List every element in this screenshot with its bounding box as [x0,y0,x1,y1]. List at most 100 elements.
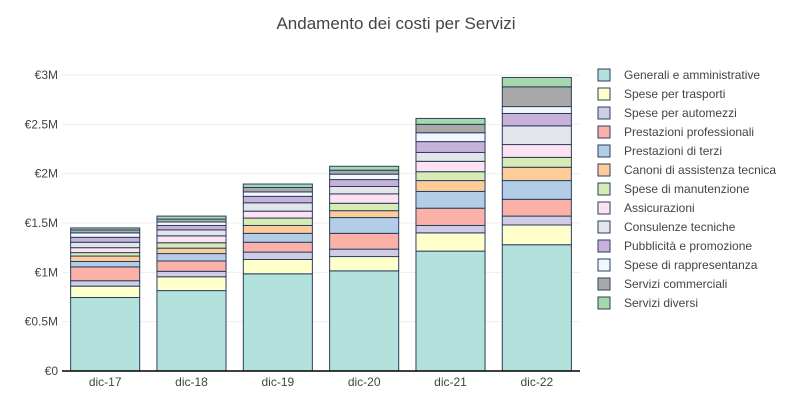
axes: €0 €0.5M €1M €1.5M €2M €2.5M €3M dic-17 dic-18 di… [25,68,580,389]
legend-item[interactable]: Spese di rappresentanza [597,258,758,272]
bar-segment [329,185,400,195]
y-tick-label: €0 [45,364,59,378]
bar-segment [501,76,572,88]
bar-segment [415,190,486,209]
legend-item[interactable]: Prestazioni professionali [597,125,754,139]
bar-segment [242,217,313,226]
bar-segment [156,276,227,292]
legend-label: Spese di rappresentanza [624,258,758,272]
legend-label: Pubblicità e promozione [624,239,752,253]
legend-item[interactable]: Spese per trasporti [597,87,725,101]
bar-segment [242,191,313,197]
bar-segment [242,186,313,193]
bar-segment [156,290,227,372]
bar-segment [329,270,400,372]
bar-segment [329,165,400,171]
bar-segment [70,280,141,287]
bar-segment [329,173,400,181]
bar-segment [501,86,572,108]
legend-item[interactable]: Consulenze tecniche [597,220,736,234]
bar-segment [70,252,141,257]
bar-segment [156,215,227,220]
legend-swatch [597,87,611,101]
y-tick-label: €1M [35,265,58,279]
bar-segment [242,195,313,204]
legend-item[interactable]: Spese di manutenzione [597,182,750,196]
bar-segment [156,247,227,255]
bar-segment [329,210,400,219]
bar-segment [70,255,141,262]
bar-segment [415,232,486,252]
legend-swatch [597,220,611,234]
bar-segment [415,160,486,173]
legend[interactable]: Generali e amministrative Spese per trasp… [597,68,776,310]
bar-segment [501,224,572,246]
bar-segment [501,215,572,226]
bar-segment [329,217,400,234]
bar-segment [70,227,141,231]
gridlines [62,74,580,323]
bar-segment [156,260,227,272]
legend-swatch [597,125,611,139]
y-tick-label: €2.5M [25,117,58,131]
legend-item[interactable]: Prestazioni di terzi [597,144,722,158]
bar-segment [242,210,313,219]
bar-segment [415,151,486,162]
legend-swatch [597,182,611,196]
bar-segment [415,207,486,226]
bar-segment [415,117,486,125]
bar-segment [415,141,486,153]
bar-segment [415,250,486,372]
bar-segment [501,112,572,127]
x-tick-label: dic-19 [261,375,294,389]
bar-segment [70,236,141,243]
legend-swatch [597,106,611,120]
bar-segment [156,224,227,231]
bar-segment [329,202,400,212]
bar-segment [242,202,313,212]
bar-segment [329,169,400,175]
bar-segment [501,198,572,217]
legend-swatch [597,163,611,177]
bar-segment [242,224,313,234]
legend-item[interactable]: Servizi diversi [597,296,698,310]
bar-segment [156,253,227,262]
legend-label: Canoni di assistenza tecnica [624,163,776,177]
legend-item[interactable]: Servizi commerciali [597,277,727,291]
bar-segment [415,171,486,182]
bars [70,76,572,372]
bar-segment [501,144,572,158]
bar-segment [156,242,227,249]
legend-label: Generali e amministrative [624,68,760,82]
bar-segment [156,221,227,226]
legend-label: Servizi commerciali [624,277,727,291]
legend-item[interactable]: Pubblicità e promozione [597,239,752,253]
bar-segment [501,125,572,146]
bar-segment [156,235,227,244]
bar-segment [415,180,486,192]
legend-label: Prestazioni professionali [624,125,754,139]
bar-segment [242,183,313,188]
legend-item[interactable]: Generali e amministrative [597,68,760,82]
x-tick-label: dic-22 [520,375,553,389]
legend-item[interactable]: Canoni di assistenza tecnica [597,163,776,177]
legend-swatch [597,239,611,253]
bar-segment [242,273,313,372]
bar-segment [242,232,313,243]
legend-label: Prestazioni di terzi [624,144,722,158]
y-tick-label: €1.5M [25,216,58,230]
legend-item[interactable]: Assicurazioni [597,201,695,215]
legend-label: Servizi diversi [624,296,698,310]
bar-segment [501,166,572,182]
x-tick-label: dic-17 [89,375,122,389]
bar-segment [415,224,486,234]
y-tick-label: €2M [35,167,58,181]
bar-segment [329,248,400,258]
bar-segment [415,132,486,143]
x-tick-label: dic-20 [348,375,381,389]
bar-segment [70,266,141,282]
legend-label: Spese per automezzi [624,106,737,120]
legend-item[interactable]: Spese per automezzi [597,106,737,120]
bar-segment [501,180,572,200]
